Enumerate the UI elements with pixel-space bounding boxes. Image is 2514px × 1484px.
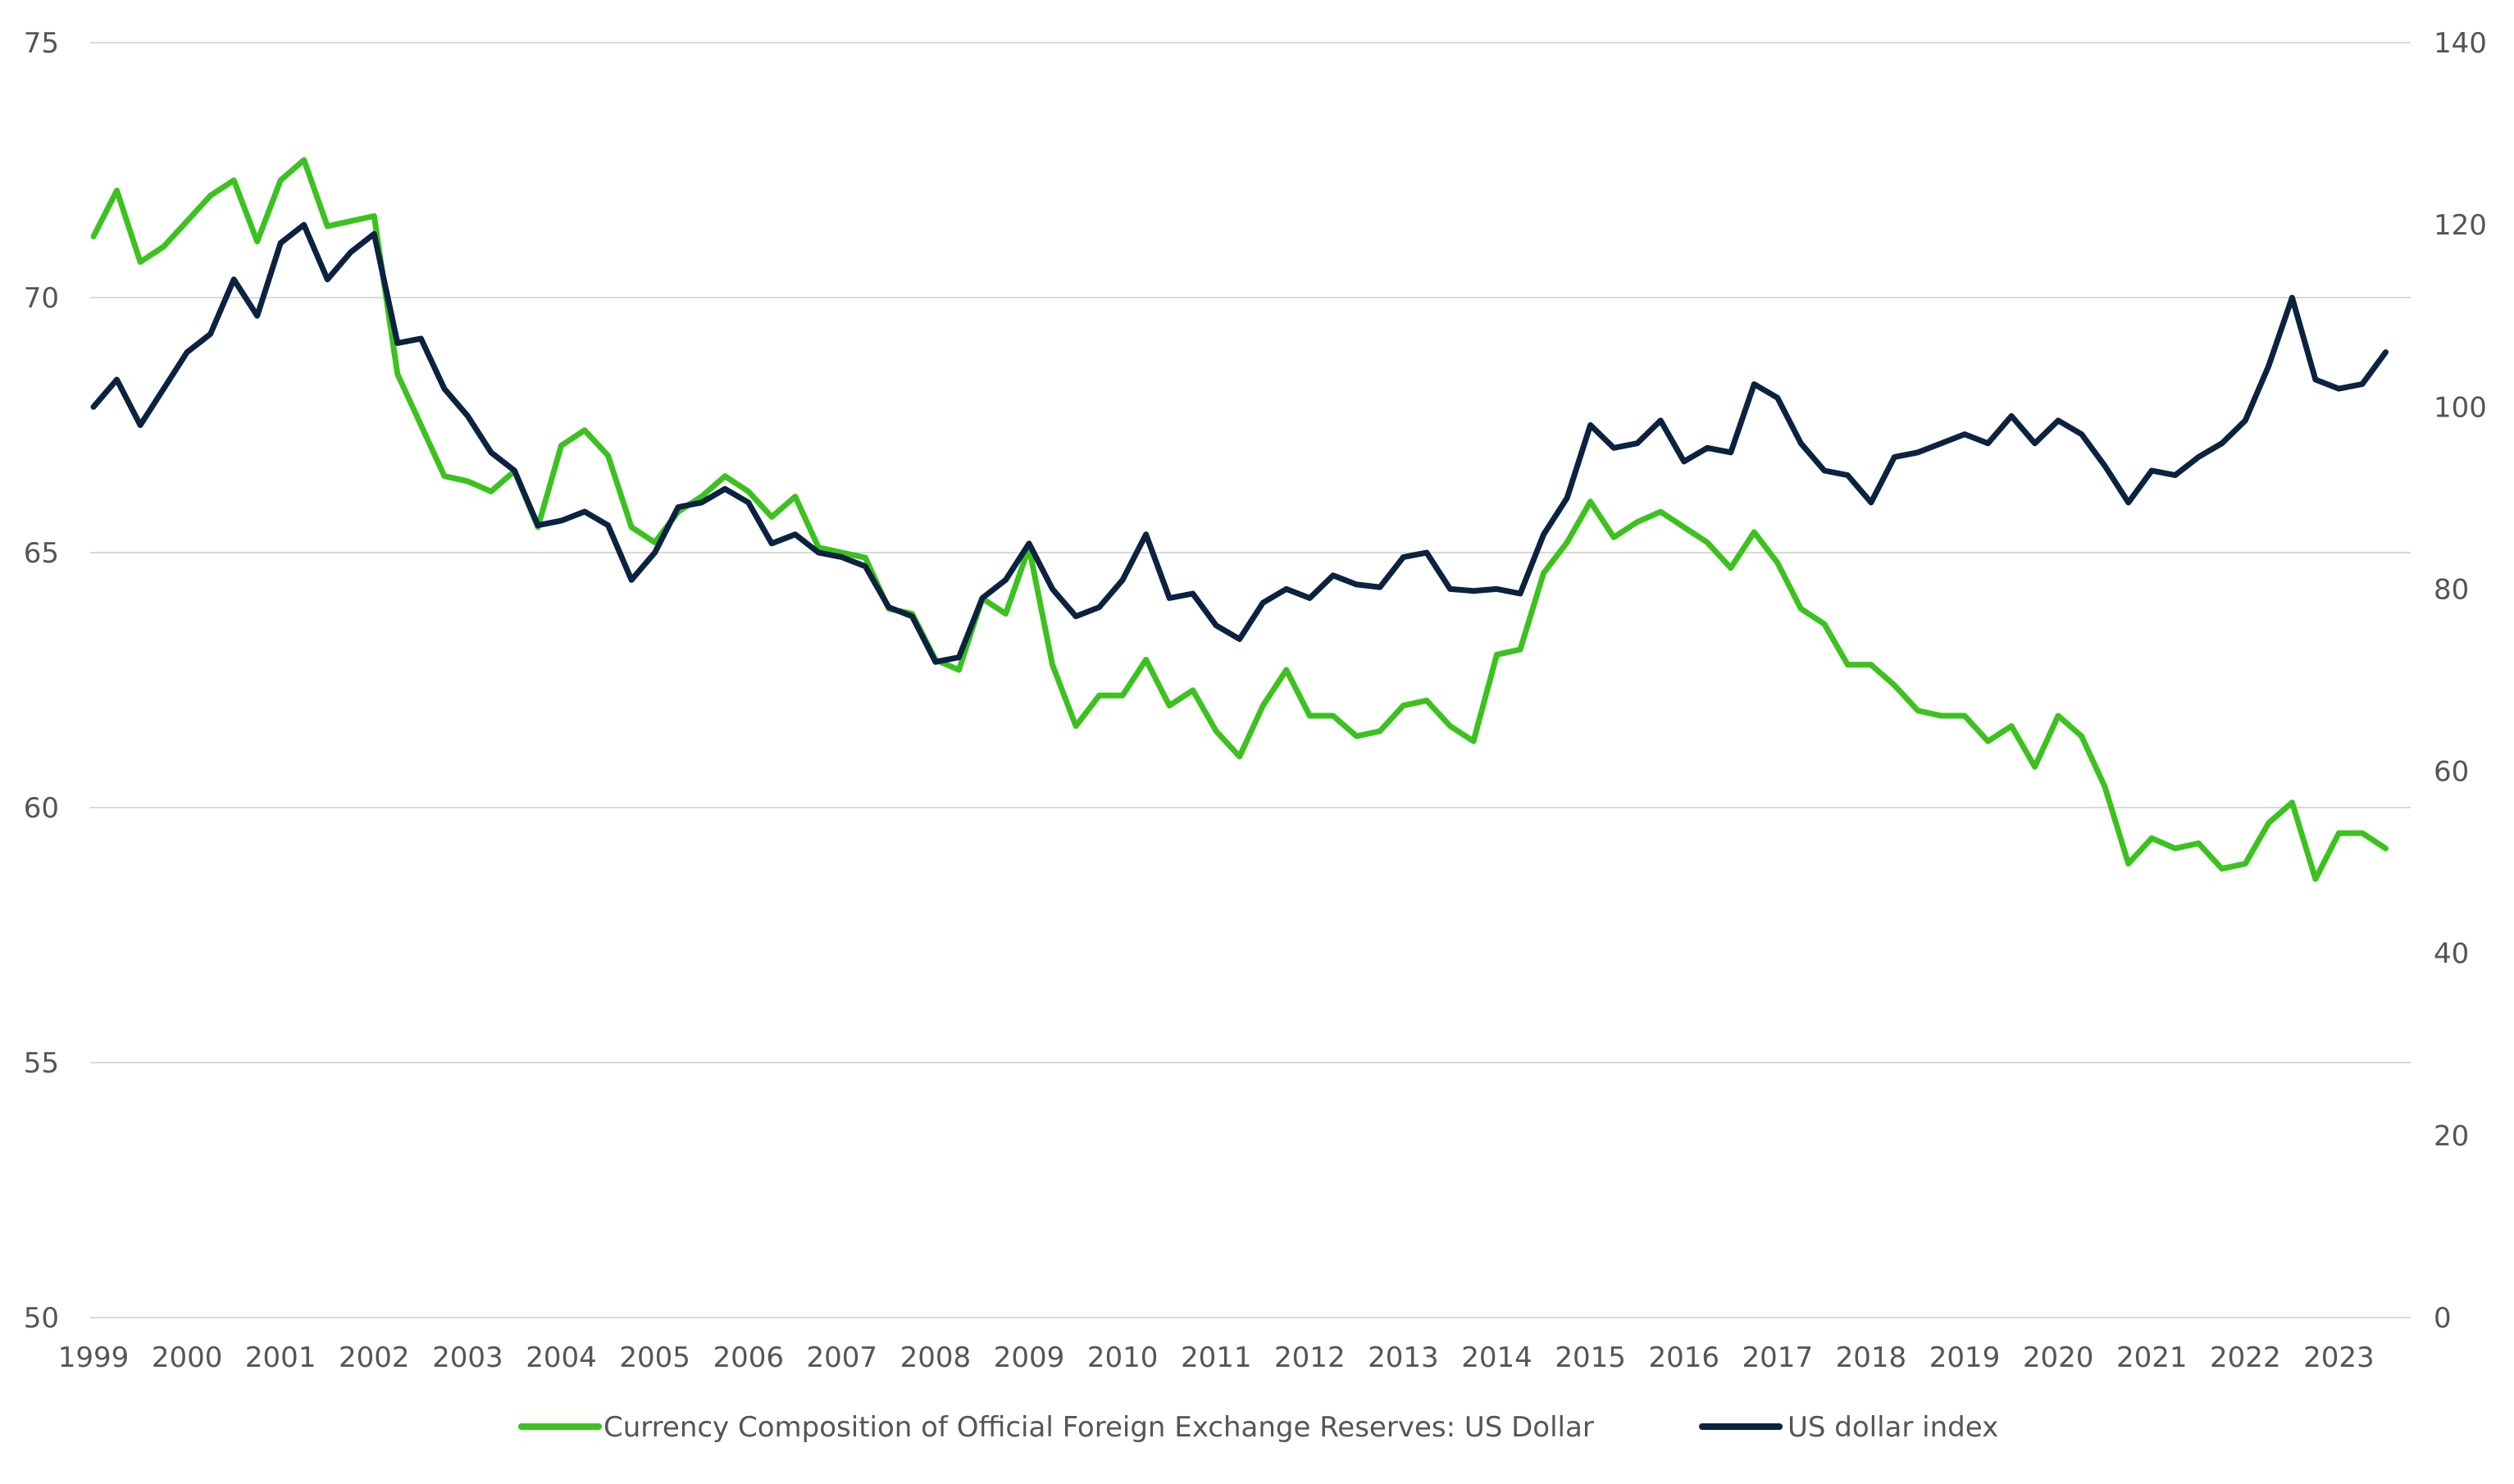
x-tick-label: 2014 xyxy=(1461,1341,1533,1374)
right-y-tick-label: 120 xyxy=(2434,209,2487,242)
x-tick-label: 2022 xyxy=(2210,1341,2281,1374)
series-line-usd-reserve-share xyxy=(90,157,2389,882)
gridlines xyxy=(90,42,2411,1318)
left-y-tick-label: 65 xyxy=(24,537,59,570)
x-tick-label: 2012 xyxy=(1274,1341,1346,1374)
x-tick-label: 2010 xyxy=(1087,1341,1159,1374)
x-tick-label: 2016 xyxy=(1648,1341,1719,1374)
x-tick-label: 2005 xyxy=(619,1341,690,1374)
right-y-axis: 0 20 40 60 80 100 120 140 xyxy=(2434,27,2487,1335)
x-tick-label: 2009 xyxy=(994,1341,1065,1374)
series-line-us-dollar-index xyxy=(90,221,2389,665)
x-tick-label: 2013 xyxy=(1368,1341,1439,1374)
left-y-tick-label: 60 xyxy=(24,792,59,825)
right-y-tick-label: 100 xyxy=(2434,391,2487,424)
left-y-tick-label: 75 xyxy=(24,27,59,60)
x-tick-label: 2001 xyxy=(245,1341,317,1374)
right-y-tick-label: 0 xyxy=(2434,1302,2452,1335)
x-tick-label: 2006 xyxy=(713,1341,784,1374)
x-tick-label: 2002 xyxy=(339,1341,410,1374)
left-y-tick-label: 50 xyxy=(24,1302,59,1335)
x-tick-label: 2000 xyxy=(152,1341,223,1374)
right-y-tick-label: 20 xyxy=(2434,1120,2469,1153)
x-tick-label: 2008 xyxy=(900,1341,972,1374)
x-tick-label: 1999 xyxy=(58,1341,130,1374)
right-y-tick-label: 140 xyxy=(2434,27,2487,60)
x-tick-label: 2007 xyxy=(807,1341,878,1374)
right-y-tick-label: 40 xyxy=(2434,938,2469,971)
right-y-tick-label: 80 xyxy=(2434,573,2469,606)
x-tick-label: 2021 xyxy=(2116,1341,2188,1374)
x-tick-label: 2004 xyxy=(526,1341,597,1374)
legend-label: US dollar index xyxy=(1788,1411,1998,1444)
x-axis: 1999 2000 2001 2002 2003 2004 2005 2006 2007 2008… xyxy=(58,1341,2375,1374)
left-y-axis: 50 55 60 65 70 75 xyxy=(24,27,59,1335)
x-tick-label: 2003 xyxy=(432,1341,503,1374)
legend-label: Currency Composition of Official Foreign… xyxy=(603,1411,1594,1444)
x-tick-label: 2017 xyxy=(1742,1341,1814,1374)
series-lines xyxy=(90,157,2389,882)
legend: Currency Composition of Official Foreign… xyxy=(518,1411,1998,1444)
left-y-tick-label: 55 xyxy=(24,1047,59,1080)
left-y-tick-label: 70 xyxy=(24,282,59,315)
x-tick-label: 2020 xyxy=(2023,1341,2094,1374)
x-tick-label: 2019 xyxy=(1929,1341,2001,1374)
x-tick-label: 2023 xyxy=(2303,1341,2375,1374)
x-tick-label: 2015 xyxy=(1555,1341,1626,1374)
x-tick-label: 2018 xyxy=(1836,1341,1907,1374)
x-tick-label: 2011 xyxy=(1181,1341,1252,1374)
right-y-tick-label: 60 xyxy=(2434,756,2469,789)
